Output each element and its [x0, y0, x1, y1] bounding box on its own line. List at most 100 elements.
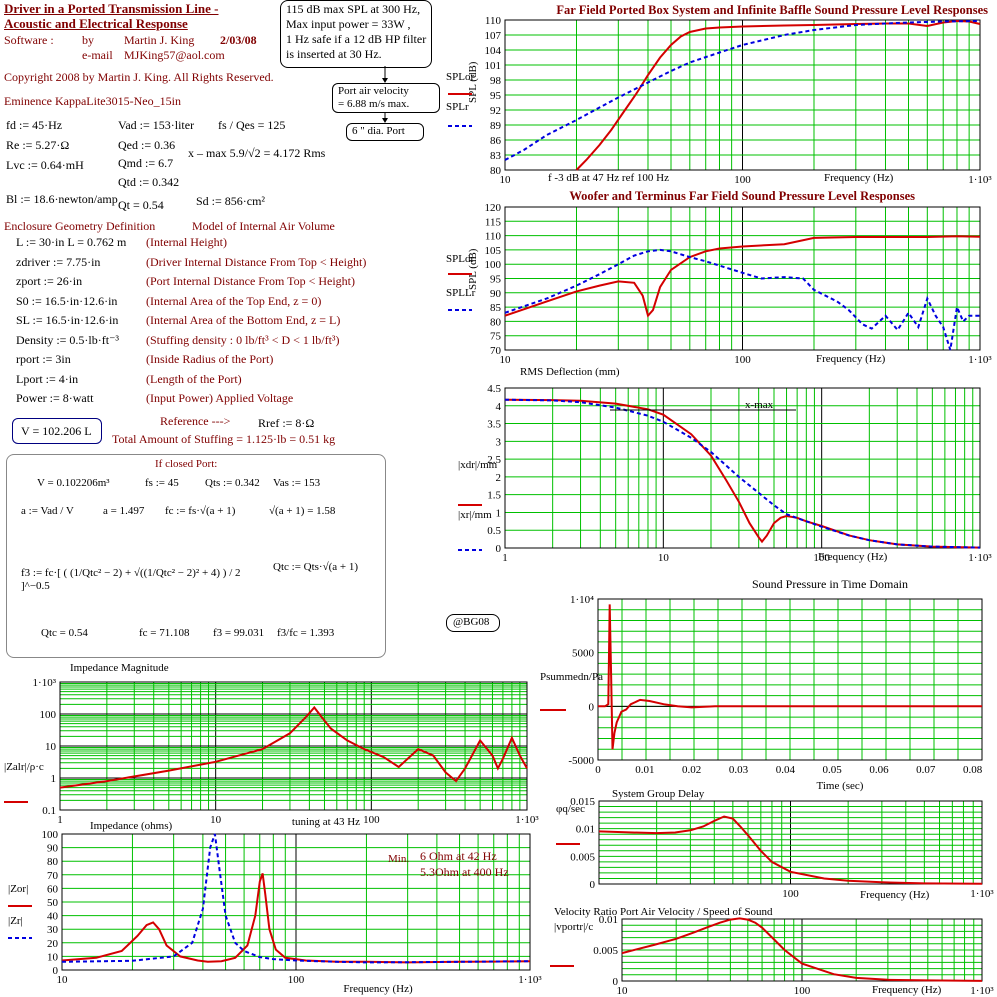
plot-frame-far_field [504, 19, 981, 171]
xtick-label-time_domain: 0.04 [776, 764, 796, 776]
time-xlabel: Time (sec) [817, 780, 864, 792]
enclosure-desc-7: (Length of the Port) [146, 371, 242, 386]
ytick-label-impedance_ohms: 30 [47, 924, 59, 936]
chart-velocity_ratio: 10 100 1·10³ 0 0.005 0.01 [593, 914, 994, 997]
xtick-label-impedance_mag: 10 [210, 814, 222, 826]
xtick-label-woofer_terminus: 100 [734, 354, 751, 366]
ytick-label-far_field: 80 [490, 165, 502, 177]
grid-time_domain [597, 598, 983, 761]
far-field-annotation: f -3 dB at 47 Hz ref 100 Hz [548, 172, 669, 184]
xtick-label-time_domain: 0 [595, 764, 601, 776]
enclosure-desc-8: (Input Power) Applied Voltage [146, 391, 294, 405]
enclosure-expr-0: L := 30·in L = 0.762 m [16, 235, 127, 249]
xtick-label-impedance_ohms: 100 [288, 974, 305, 986]
series-line-velocity_ratio-0 [621, 917, 983, 982]
ytick-label-far_field: 95 [490, 90, 502, 102]
ytick-label-group_delay: 0.01 [576, 824, 595, 836]
xtick-label-impedance_ohms: 10 [57, 974, 69, 986]
param-lvc: Lvc := 0.64·mH [6, 158, 84, 172]
date: 2/03/08 [220, 33, 257, 47]
series-line-time_domain-0 [598, 604, 982, 750]
xtick-label-far_field: 1·10³ [968, 174, 992, 186]
far-field-legend-1: SPLr [446, 101, 469, 113]
cp-fc-def: fc := fs·√(a + 1) [165, 505, 236, 517]
series-line-deflection-0 [504, 398, 981, 549]
spl-note-line3: 1 Hz safe if a 12 dB HP filter [286, 32, 427, 46]
xtick-label-impedance_ohms: 1·10³ [518, 974, 542, 986]
plot-frame-deflection [504, 387, 981, 549]
xtick-label-far_field: 100 [734, 174, 751, 186]
far-field-title: Far Field Ported Box System and Infinite… [556, 3, 988, 17]
enclosure-desc-6: (Inside Radius of the Port) [146, 352, 274, 366]
xtick-label-deflection: 100 [813, 552, 830, 564]
chart-far_field: 10 100 1·10³ 80 83 86 89 92 95 98 101 104 107 110 [485, 15, 993, 186]
xtick-label-impedance_mag: 100 [363, 814, 380, 826]
woofer-legend-0: SPLdr [446, 253, 474, 265]
series-line-woofer_terminus-1 [504, 248, 980, 351]
ytick-label-woofer_terminus: 70 [490, 345, 502, 357]
bg08-text: @BG08 [453, 616, 490, 628]
ytick-label-impedance_mag: 1 [51, 773, 57, 785]
spl-note-line1: 115 dB max SPL at 300 Hz, [286, 2, 421, 16]
enclosure-desc-3: (Internal Area of the Top End, z = 0) [146, 293, 322, 308]
enclosure-expr-5: Density := 0.5·lb·ft⁻³ [16, 332, 120, 347]
ytick-label-impedance_ohms: 60 [47, 883, 59, 895]
xtick-label-velocity_ratio: 10 [617, 985, 629, 997]
series-line-deflection-1 [504, 398, 981, 549]
gd-xlabel: Frequency (Hz) [860, 889, 930, 901]
plot-frame-time_domain [597, 598, 983, 761]
impohm-min-label: Min. [388, 853, 409, 865]
ytick-label-velocity_ratio: 0.01 [599, 914, 618, 926]
ytick-label-woofer_terminus: 80 [490, 316, 502, 328]
xtick-label-time_domain: 0.06 [869, 764, 889, 776]
cp-f3-def: f3 := fc·[ ( (1/Qtc² − 2) + √((1/Qtc² − … [21, 567, 241, 592]
woofer-xlabel: Frequency (Hz) [816, 353, 886, 365]
enclosure-desc-4: (Internal Area of the Bottom End, z = L) [146, 313, 341, 327]
stuffing-total: Total Amount of Stuffing = 1.125·lb = 0.… [112, 432, 336, 446]
xtick-label-time_domain: 0.03 [729, 764, 749, 776]
xtick-label-time_domain: 0.02 [682, 764, 701, 776]
time-legend-0: Psummedn/Pa [540, 671, 603, 683]
time-title: Sound Pressure in Time Domain [752, 577, 908, 591]
ytick-label-far_field: 110 [485, 15, 502, 27]
enclosure-desc-5: (Stuffing density : 0 lb/ft³ < D < 1 lb/… [146, 332, 340, 347]
series-line-impedance_mag-0 [59, 705, 528, 789]
port-velocity-line1: Port air velocity [338, 85, 409, 97]
param-qt: Qt = 0.54 [118, 198, 164, 212]
ytick-label-impedance_mag: 0.1 [42, 805, 56, 817]
ytick-label-impedance_ohms: 10 [47, 951, 59, 963]
gd-legend-0: φq/sec [556, 803, 585, 815]
title-line2: Acoustic and Electrical Response [4, 16, 188, 31]
gd-title: System Group Delay [612, 788, 705, 800]
ytick-label-far_field: 89 [490, 120, 502, 132]
ytick-label-impedance_ohms: 70 [47, 870, 59, 882]
xtick-label-far_field: 10 [500, 174, 512, 186]
ytick-label-impedance_mag: 10 [45, 741, 57, 753]
author: Martin J. King [124, 33, 195, 47]
email[interactable]: MJKing57@aol.com [124, 48, 225, 62]
grid-woofer_terminus [504, 206, 980, 351]
enclosure-expr-8: Power := 8·watt [16, 391, 94, 405]
ytick-label-deflection: 1 [496, 507, 502, 519]
param-bl: Bl := 18.6·newton/amp [6, 192, 118, 206]
ytick-label-deflection: 0.5 [487, 525, 501, 537]
ytick-label-deflection: 2.5 [487, 454, 501, 466]
deflection-title: RMS Deflection (mm) [520, 366, 620, 378]
driver-name: Eminence KappaLite3015-Neo_15in [4, 94, 181, 108]
by-label: by [82, 33, 94, 47]
ytick-label-group_delay: 0.005 [570, 851, 595, 863]
plot-frame-velocity_ratio [621, 918, 983, 982]
ytick-label-group_delay: 0.015 [570, 796, 595, 808]
impmag-legend-0: |Zalr|/ρ·c [4, 761, 44, 773]
enclosure-expr-3: S0 := 16.5·in·12.6·in [16, 293, 118, 308]
cp-qts: Qts := 0.342 [205, 477, 260, 489]
grid-velocity_ratio [621, 918, 982, 982]
series-line-woofer_terminus-0 [504, 235, 981, 318]
param-qed: Qed := 0.36 [118, 138, 176, 152]
enclosure-heading2: Model of Internal Air Volume [192, 219, 335, 233]
impohm-legend-1: |Zr| [8, 915, 23, 927]
xtick-label-deflection: 1·10³ [968, 552, 992, 564]
